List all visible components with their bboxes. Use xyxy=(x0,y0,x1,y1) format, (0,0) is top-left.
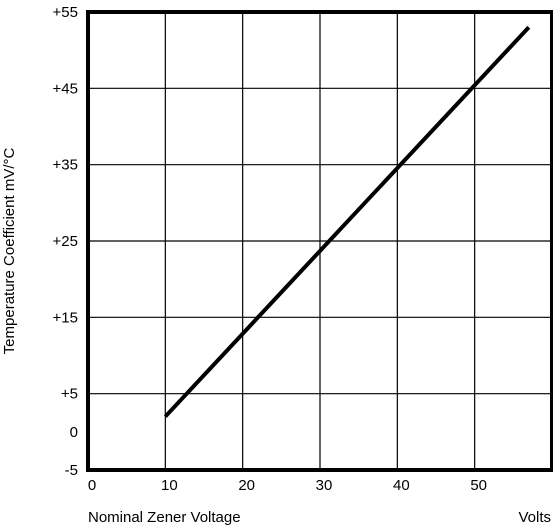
x-axis-unit: Volts xyxy=(518,509,551,526)
x-tick-label: 10 xyxy=(161,477,178,494)
x-tick-label: 20 xyxy=(238,477,255,494)
y-tick-labels: +55 +45 +35 +25 +15 +5 0 -5 xyxy=(53,4,78,479)
x-tick-label: 50 xyxy=(470,477,487,494)
plot-frame xyxy=(86,10,553,472)
y-tick-label: +15 xyxy=(53,309,78,326)
x-axis-label: Nominal Zener Voltage xyxy=(88,509,241,526)
y-tick-label: +25 xyxy=(53,233,78,250)
y-tick-label: +35 xyxy=(53,157,78,174)
y-tick-label: +5 xyxy=(61,386,78,403)
x-tick-label: 40 xyxy=(393,477,410,494)
y-tick-label: +55 xyxy=(53,4,78,21)
y-axis-label: Temperature Coefficient mV/°C xyxy=(1,148,18,355)
y-tick-label: +45 xyxy=(53,80,78,97)
x-tick-labels: 0 10 20 30 40 50 xyxy=(88,477,487,494)
y-tick-label: -5 xyxy=(65,462,78,479)
series xyxy=(163,25,531,418)
grid xyxy=(87,11,553,471)
y-tick-label: 0 xyxy=(70,424,78,441)
x-tick-label: 30 xyxy=(316,477,333,494)
x-tick-label: 0 xyxy=(88,477,96,494)
series-line xyxy=(163,25,531,418)
